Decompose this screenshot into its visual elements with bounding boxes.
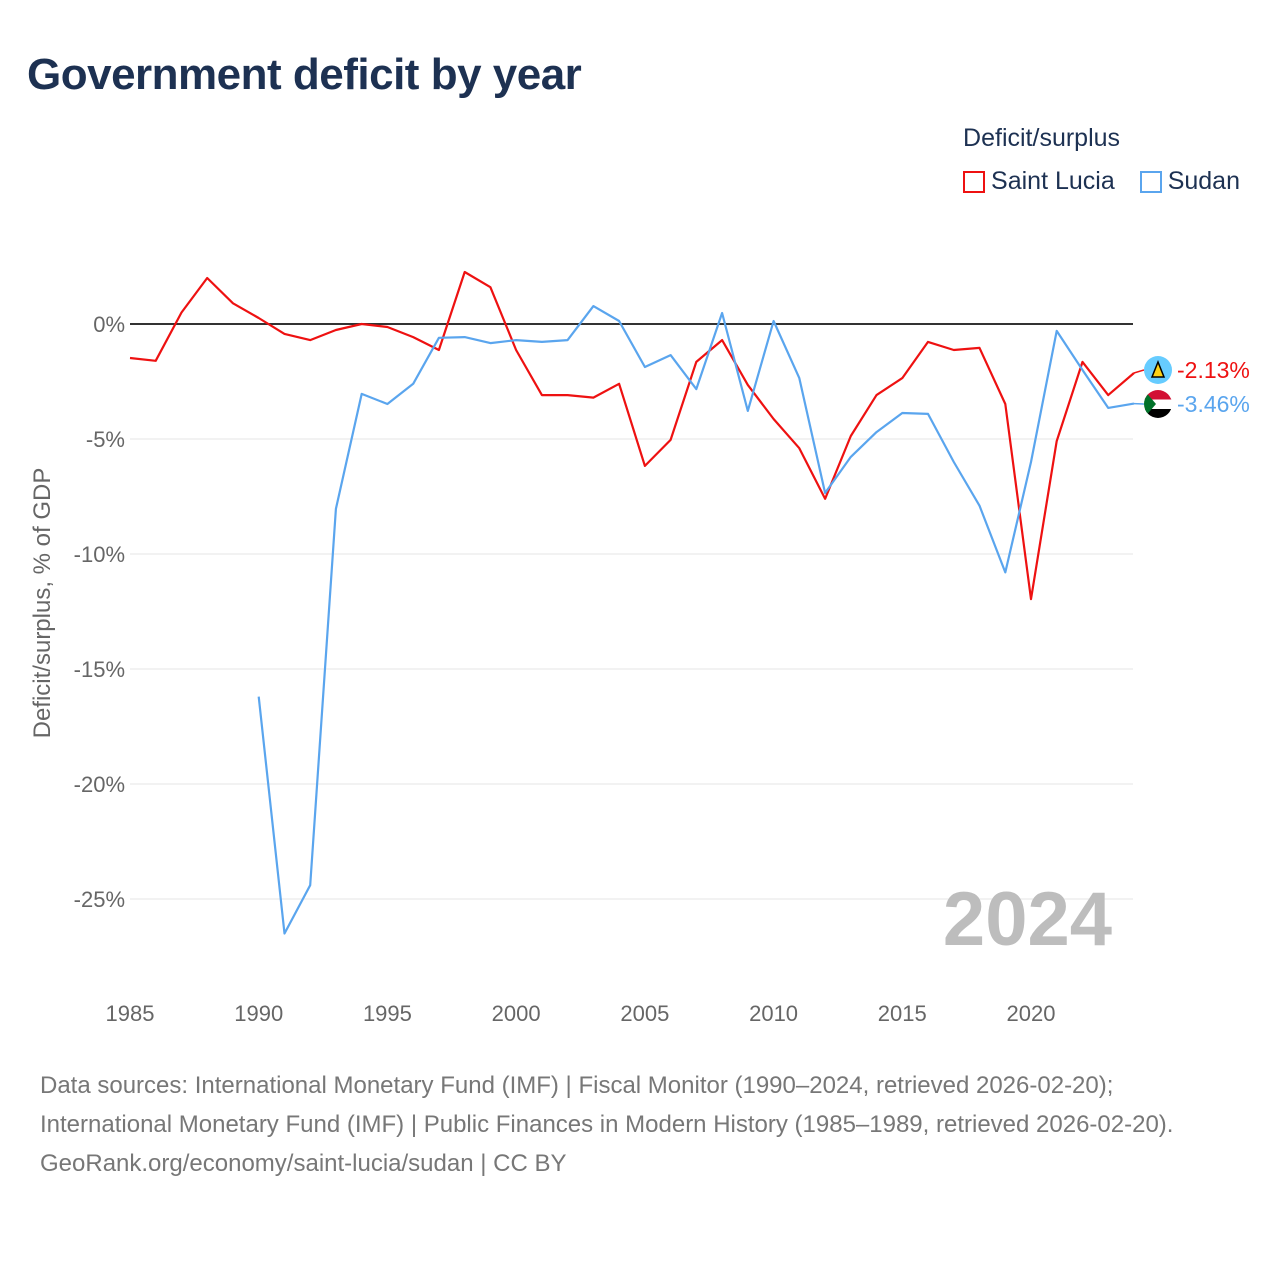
- legend-label: Saint Lucia: [991, 167, 1115, 195]
- x-tick-label: 1985: [106, 1001, 155, 1026]
- watermark-year: 2024: [943, 877, 1112, 962]
- stripe-red: [1144, 390, 1172, 400]
- y-tick-label: -20%: [74, 772, 125, 797]
- flag-stripes: [1144, 390, 1172, 418]
- y-tick-label: -15%: [74, 657, 125, 682]
- series-line-sudan: [257, 305, 1135, 935]
- x-tick-label: 2010: [749, 1001, 798, 1026]
- stripe-green: [1144, 390, 1156, 418]
- x-tick-label: 2000: [492, 1001, 541, 1026]
- flag-triangle: [1150, 359, 1166, 378]
- end-value-label: -2.13%: [1177, 357, 1250, 383]
- y-tick-label: 0%: [93, 312, 125, 337]
- legend-title: Deficit/surplus: [963, 124, 1121, 152]
- legend-item-sudan[interactable]: Sudan: [1139, 167, 1240, 196]
- footer: Data sources: International Monetary Fun…: [40, 1066, 1240, 1183]
- data-sources: Data sources: International Monetary Fun…: [40, 1072, 1174, 1138]
- y-axis-label: Deficit/surplus, % of GDP: [29, 468, 56, 739]
- credit-link[interactable]: GeoRank.org/economy/saint-lucia/sudan | …: [40, 1150, 567, 1177]
- x-tick-label: 1990: [234, 1001, 283, 1026]
- x-tick-label: 1995: [363, 1001, 412, 1026]
- legend-item-saint-lucia[interactable]: Saint Lucia: [963, 167, 1115, 196]
- x-tick-label: 2015: [878, 1001, 927, 1026]
- y-tick-label: -10%: [74, 542, 125, 567]
- legend: Deficit/surplus Saint Lucia Sudan: [963, 124, 1240, 200]
- legend-label: Sudan: [1167, 167, 1240, 195]
- end-connector: [1133, 369, 1145, 374]
- legend-swatch: [1139, 170, 1162, 193]
- stripe-black: [1144, 409, 1172, 418]
- stripe-white: [1144, 399, 1172, 409]
- y-tick-label: -25%: [74, 887, 125, 912]
- series-line-saint-lucia: [129, 270, 1135, 601]
- chart-title: Government deficit by year: [27, 50, 582, 99]
- saint-lucia-flag-icon: [1144, 356, 1172, 384]
- y-tick-label: -5%: [86, 427, 125, 452]
- sudan-flag-icon: [1144, 390, 1172, 418]
- x-tick-label: 2005: [620, 1001, 669, 1026]
- legend-swatch: [963, 170, 986, 193]
- end-value-label: -3.46%: [1177, 391, 1250, 417]
- x-tick-label: 2020: [1007, 1001, 1056, 1026]
